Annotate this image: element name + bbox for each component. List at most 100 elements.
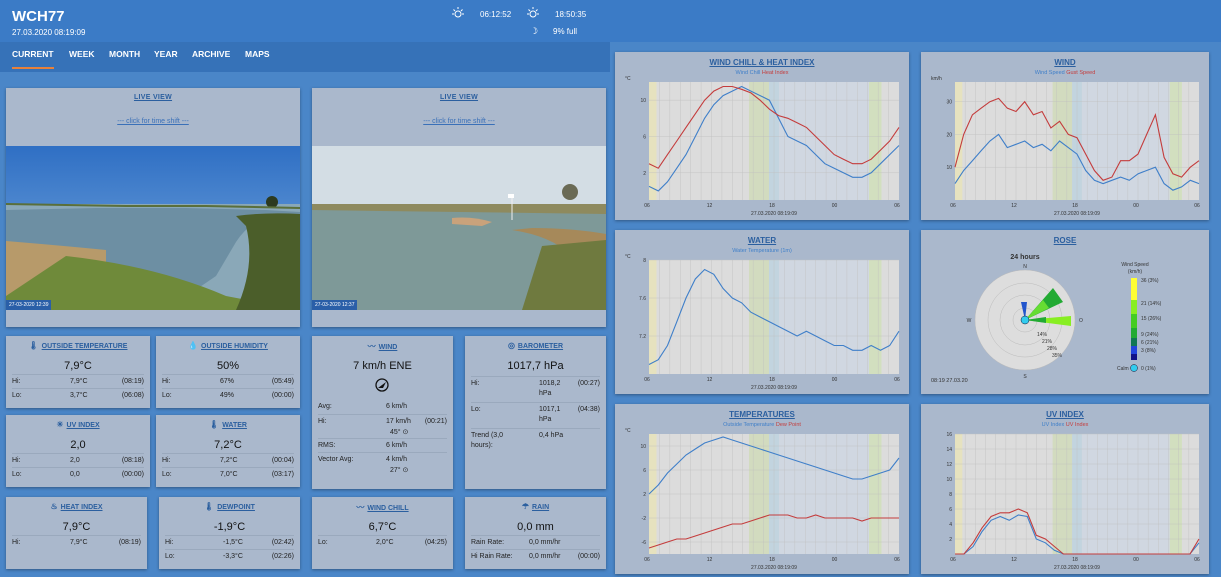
uv-index-card: ☀ UV INDEX 2,0 Hi: 2,0 (08:18) Lo: 0,0 (0… — [6, 415, 150, 487]
uv-index-chart[interactable]: UV INDEX UV Index UV Index 2 4 6 8 10 12 14 16 0… — [921, 404, 1209, 574]
daylight-band — [649, 260, 657, 374]
tab-year[interactable]: YEAR — [154, 49, 178, 59]
wind-card: 〰 WIND 7 km/h ENE Avg: 6 km/h Hi: 17 km/h… — [312, 336, 453, 489]
series-line — [648, 85, 900, 169]
chart-title: WIND CHILL & HEAT INDEX — [709, 58, 815, 67]
rose-petal-e — [1025, 316, 1071, 326]
y-tick-label: 8 — [949, 492, 952, 498]
rose-north: N — [1023, 264, 1027, 270]
time-shift-link[interactable]: --- click for time shift --- — [423, 118, 495, 125]
station-datetime: 27.03.2020 08:19:09 — [12, 28, 86, 37]
moon-phase: 9% full — [553, 27, 578, 36]
lo-row: Lo: 1017,1 hPa (04:38) — [471, 402, 600, 428]
y-tick-label: -2 — [642, 516, 647, 522]
wind-value: 7 km/h ENE — [353, 360, 412, 372]
water-value: 7,2°C — [214, 439, 242, 451]
hi-row: Hi: 17 km/h 45° ⊙ (00:21) — [318, 414, 447, 438]
barometer-value: 1017,7 hPa — [507, 360, 564, 372]
rain-card: ☂ RAIN 0,0 mm Rain Rate: 0,0 mm/hr Hi Rai… — [465, 497, 606, 569]
series-line — [954, 133, 1200, 191]
legend-dew-point: Dew Point — [775, 422, 801, 428]
y-tick-label: 14 — [946, 447, 952, 453]
water-card: 🌡 WATER 7,2°C Hi: 7,2°C (00:04) Lo: 7,0°C… — [156, 415, 300, 487]
card-title: OUTSIDE HUMIDITY — [201, 343, 268, 350]
wind-chill-heat-index-chart[interactable]: WIND CHILL & HEAT INDEX Wind Chill Heat … — [615, 52, 909, 220]
rose-ring-label: 28% — [1047, 346, 1058, 352]
rose-ring-label: 35% — [1052, 353, 1063, 359]
card-title: BAROMETER — [517, 343, 564, 350]
series-line — [648, 436, 900, 495]
rose-petal-ne-inner — [1025, 300, 1049, 320]
tab-current[interactable]: CURRENT — [12, 49, 54, 69]
card-title: HEAT INDEX — [60, 504, 103, 511]
sunrise-time: 06:12:52 — [480, 10, 512, 19]
water-chart[interactable]: WATER Water Temperature (1m) 7.2 7.6 8 06 12… — [615, 230, 909, 394]
legend-entry: 6 (21%) — [1141, 340, 1159, 346]
time-shift-link[interactable]: --- click for time shift --- — [117, 118, 189, 125]
legend-swatch — [1131, 278, 1137, 300]
webcam-image[interactable]: 27-03-2020 12:37 — [312, 146, 606, 310]
wind-direction-icon — [375, 378, 389, 392]
rain-value: 0,0 mm — [517, 521, 554, 533]
daylight-band — [1052, 82, 1073, 200]
rms-row: RMS: 6 km/h — [318, 438, 447, 452]
wind-rose-chart[interactable]: ROSE 24 hours N S W O 14% 21% 28% 35% 08… — [921, 230, 1209, 394]
moon-icon: ☽ — [530, 26, 539, 36]
legend-swatch — [1131, 314, 1137, 328]
legend-heat-index: Heat Index — [761, 70, 789, 76]
y-tick-label: 12 — [946, 462, 952, 468]
series-line — [954, 97, 1200, 181]
y-tick-label: 2 — [643, 171, 646, 177]
x-tick-label: 06 — [894, 557, 900, 563]
rose-west: W — [967, 318, 972, 324]
webcam-image[interactable]: 27-03-2020 12:39 — [6, 146, 300, 310]
legend-uv-index: UV Index — [1041, 422, 1065, 428]
heat-index-card: ♨ HEAT INDEX 7,9°C Hi: 7,9°C (08:19) — [6, 497, 147, 569]
wind-chart[interactable]: WIND Wind Speed Gust Speed 10 20 30 06 12 18 0… — [921, 52, 1209, 220]
umbrella-icon: ☂ — [521, 502, 530, 511]
lo-row: Lo: 7,0°C (03:17) — [162, 467, 294, 481]
rose-legend-unit: (km/h) — [1128, 269, 1143, 275]
rose-period: 24 hours — [1010, 254, 1039, 261]
series-line — [648, 85, 900, 192]
humidity-icon: 💧 — [188, 341, 199, 350]
chart-footer: 27.03.2020 08:19:09 — [751, 211, 797, 217]
rose-east: O — [1079, 318, 1083, 324]
y-tick-label: 16 — [946, 432, 952, 438]
legend-swatch — [1131, 300, 1137, 314]
y-tick-label: 6 — [643, 134, 646, 140]
trend-row: Trend (3,0 hours): 0,4 hPa — [471, 428, 600, 454]
legend-water-temp: Water Temperature (1m) — [732, 248, 792, 254]
tab-archive[interactable]: ARCHIVE — [192, 49, 231, 59]
legend-entry: 9 (24%) — [1141, 332, 1159, 338]
tab-month[interactable]: MONTH — [109, 49, 141, 59]
y-tick-label: 2 — [949, 537, 952, 543]
card-title: WIND CHILL — [367, 505, 409, 512]
x-tick-label: 06 — [1194, 203, 1200, 209]
y-tick-label: 10 — [946, 477, 952, 483]
x-tick-label: 06 — [894, 203, 900, 209]
dewpoint-value: -1,9°C — [213, 521, 246, 533]
daylight-band — [1081, 82, 1170, 200]
wind-icon: 〰 — [367, 342, 376, 351]
x-tick-label: 18 — [1072, 203, 1078, 209]
y-tick-label: 4 — [949, 522, 952, 528]
tab-week[interactable]: WEEK — [69, 49, 95, 59]
card-title: WATER — [222, 422, 247, 429]
barometer-card: ◎ BAROMETER 1017,7 hPa Hi: 1018,2 hPa (00… — [465, 336, 606, 489]
hi-row: Hi: 7,9°C (08:19) — [12, 535, 141, 549]
temperatures-chart[interactable]: TEMPERATURES Outside Temperature Dew Poi… — [615, 404, 909, 574]
hi-rain-rate-row: Hi Rain Rate: 0,0 mm/hr (00:00) — [471, 549, 600, 563]
thermometer-icon: 🌡 — [204, 502, 215, 511]
live-view-title: LIVE VIEW — [133, 94, 173, 101]
daylight-band — [1169, 82, 1182, 200]
y-tick-label: 20 — [946, 132, 952, 138]
series-line — [955, 508, 1200, 555]
x-tick-label: 06 — [950, 557, 956, 563]
y-tick-label: 6 — [643, 468, 646, 474]
daylight-band — [955, 82, 963, 200]
tab-maps[interactable]: MAPS — [245, 49, 270, 59]
chart-title: WIND — [1054, 58, 1076, 67]
y-unit-label: km/h — [931, 76, 942, 82]
y-tick-label: 7.6 — [639, 296, 646, 302]
